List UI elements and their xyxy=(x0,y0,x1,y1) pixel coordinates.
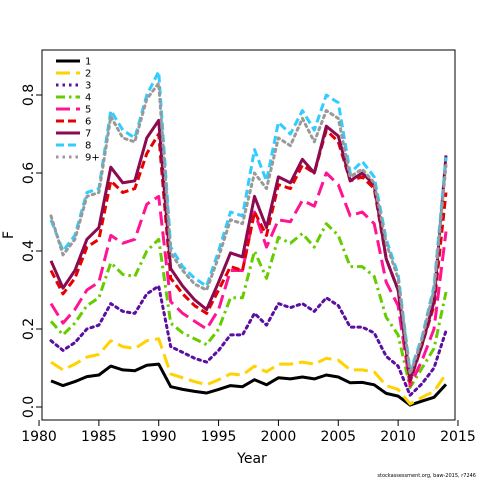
series-line-4 xyxy=(49,222,448,389)
y-tick-label-3: 0.6 xyxy=(21,162,37,184)
legend-label-9plus: 9+ xyxy=(85,153,100,164)
credit-text: stockassessment.org, baw-2015, r7246 xyxy=(377,473,476,479)
legend-label-8: 8 xyxy=(85,141,91,152)
series-line-1 xyxy=(50,362,448,407)
x-axis: 1980 1985 1990 1995 2000 2005 2010 2015 xyxy=(21,420,476,445)
x-tick-label-2010: 2010 xyxy=(380,429,416,445)
legend-label-4: 4 xyxy=(85,93,91,104)
y-tick-label-0: 0.0 xyxy=(21,396,37,418)
series-line-3 xyxy=(49,284,448,397)
y-axis: 0.0 0.2 0.4 0.6 0.8 xyxy=(21,84,42,418)
x-tick-label-2005: 2005 xyxy=(320,429,356,445)
legend-label-6: 6 xyxy=(85,117,91,128)
legend-label-7: 7 xyxy=(85,129,91,140)
y-tick-label-2: 0.4 xyxy=(21,240,37,262)
x-tick-label-1990: 1990 xyxy=(141,429,177,445)
x-tick-label-1985: 1985 xyxy=(81,429,117,445)
legend-label-2: 2 xyxy=(85,69,91,80)
legend-label-1: 1 xyxy=(85,57,91,68)
series-line-9plus xyxy=(49,81,448,376)
series-line-2 xyxy=(50,337,448,406)
x-tick-label-2015: 2015 xyxy=(440,429,476,445)
x-tick-label-1995: 1995 xyxy=(201,429,237,445)
legend-label-5: 5 xyxy=(85,105,91,116)
series-layer xyxy=(49,70,448,407)
x-axis-title: Year xyxy=(236,451,267,467)
series-line-7 xyxy=(49,118,448,382)
x-tick-label-1980: 1980 xyxy=(21,429,57,445)
y-tick-label-1: 0.2 xyxy=(21,318,37,340)
series-line-6 xyxy=(49,128,448,384)
x-tick-label-2000: 2000 xyxy=(261,429,297,445)
y-axis-title: F xyxy=(1,231,17,239)
legend-label-3: 3 xyxy=(85,81,91,92)
y-tick-label-4: 0.8 xyxy=(21,84,37,106)
plot-frame xyxy=(41,49,456,421)
